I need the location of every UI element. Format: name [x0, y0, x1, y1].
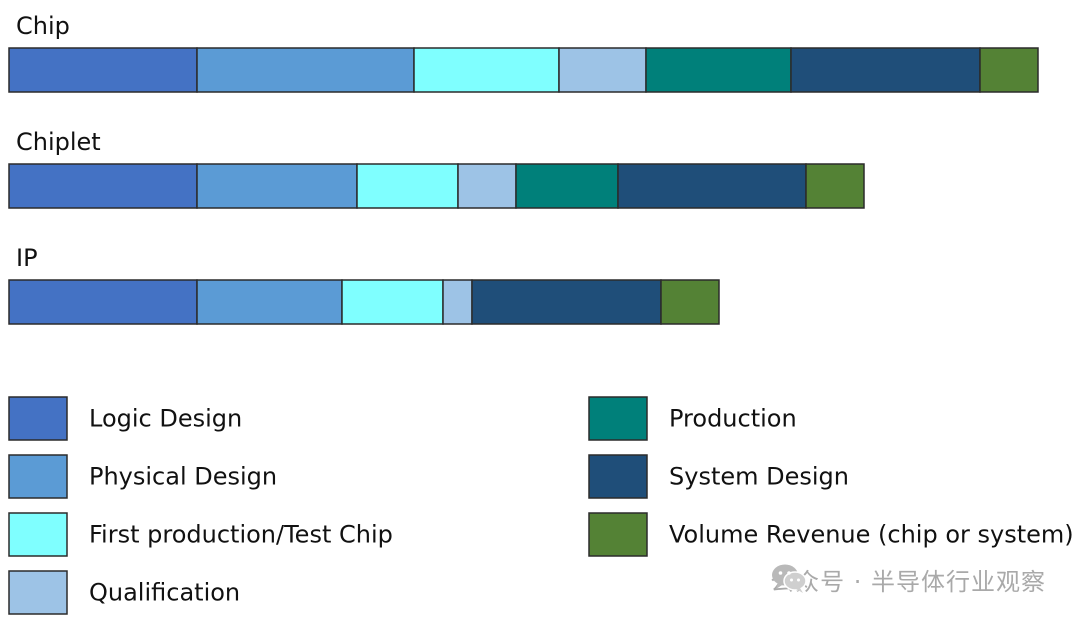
row-label-chip: Chip [16, 12, 70, 40]
legend-swatch-physical [8, 454, 68, 499]
legend-label-qual: Qualification [89, 579, 240, 607]
legend-swatch-vol [588, 512, 648, 557]
bar-segment-ip-sys [471, 279, 662, 325]
legend-label-vol: Volume Revenue (chip or system) [669, 521, 1074, 549]
legend-swatch-logic [8, 396, 68, 441]
wechat-icon [772, 564, 807, 593]
legend-label-first: First production/Test Chip [89, 521, 393, 549]
row-label-chiplet: Chiplet [16, 128, 101, 156]
legend-label-physical: Physical Design [89, 463, 277, 491]
watermark: 公众号 · 半导体行业观察 [770, 562, 1046, 597]
legend-swatch-qual [8, 570, 68, 615]
bar-segment-chiplet-qual [457, 163, 517, 209]
watermark-text: 公众号 · 半导体行业观察 [770, 568, 1046, 596]
bar-segment-chip-sys [790, 47, 981, 93]
legend-label-prod: Production [669, 405, 797, 433]
bar-segment-chiplet-logic [8, 163, 198, 209]
legend-label-sys: System Design [669, 463, 849, 491]
bar-segment-ip-qual [442, 279, 473, 325]
legend-swatch-prod [588, 396, 648, 441]
bar-segment-chip-vol [979, 47, 1039, 93]
bar-segment-chip-logic [8, 47, 198, 93]
bar-segment-chiplet-vol [805, 163, 865, 209]
bar-segment-chiplet-first [356, 163, 459, 209]
bar-segment-chip-physical [196, 47, 415, 93]
legend-swatch-first [8, 512, 68, 557]
bar-segment-chip-prod [645, 47, 792, 93]
row-label-ip: IP [16, 244, 38, 272]
bar-segment-ip-physical [196, 279, 343, 325]
bar-segment-chiplet-sys [617, 163, 807, 209]
legend-swatch-sys [588, 454, 648, 499]
bar-segment-chip-qual [558, 47, 647, 93]
bar-segment-chiplet-physical [196, 163, 358, 209]
legend-label-logic: Logic Design [89, 405, 242, 433]
bar-segment-ip-first [341, 279, 444, 325]
bar-segment-chip-first [413, 47, 560, 93]
bar-segment-chiplet-prod [515, 163, 619, 209]
bar-segment-ip-logic [8, 279, 198, 325]
bar-segment-ip-vol [660, 279, 720, 325]
